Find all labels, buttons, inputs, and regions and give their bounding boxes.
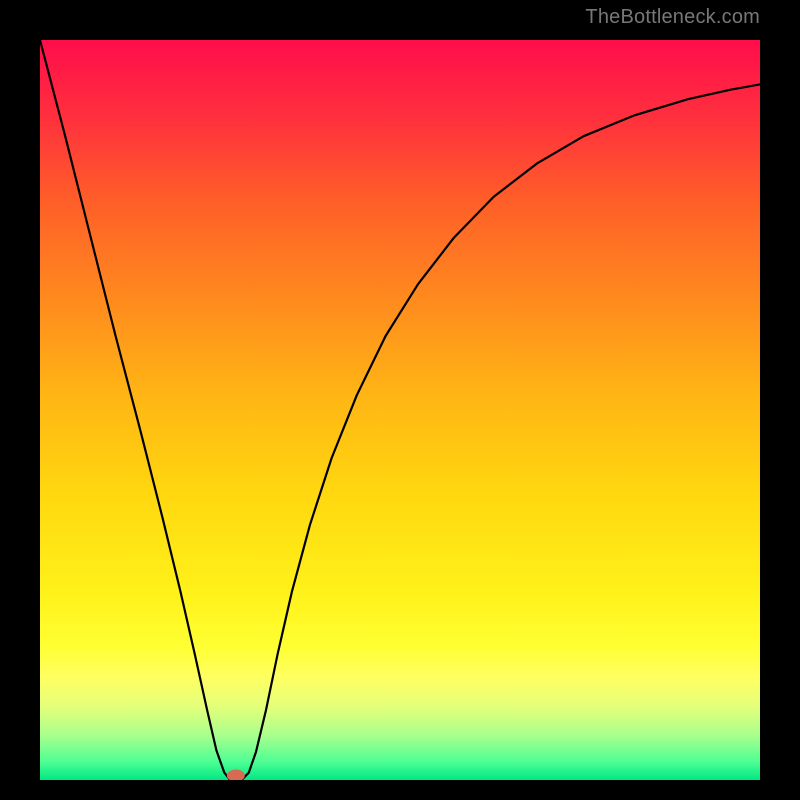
chart-container: TheBottleneck.com	[0, 0, 800, 800]
bottleneck-chart	[40, 40, 760, 780]
watermark-text: TheBottleneck.com	[585, 6, 760, 29]
plot-background	[40, 40, 760, 780]
